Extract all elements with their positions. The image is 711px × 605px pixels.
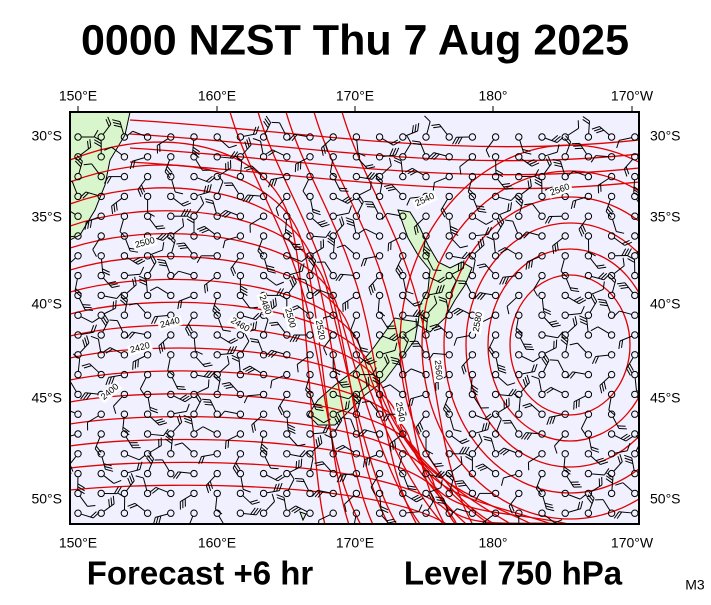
barb-feather (645, 410, 650, 416)
lon-label-bottom: 170°E (336, 535, 374, 551)
barb-feather (66, 267, 68, 275)
barb-feather (205, 404, 213, 405)
barb-feather (59, 237, 62, 244)
level-label: Level 750 hPa (404, 555, 623, 592)
lat-label-right: 40°S (650, 296, 681, 312)
barb-feather (647, 224, 649, 232)
lat-label-right: 45°S (650, 390, 681, 406)
lat-label-right: 50°S (650, 491, 681, 507)
lon-label-bottom: 180° (479, 535, 508, 551)
barb-feather (519, 529, 526, 533)
barb-feather (299, 460, 300, 468)
lon-label-bottom: 170°W (611, 535, 654, 551)
barb-feather (296, 461, 297, 469)
barb-feather (57, 408, 63, 413)
lat-label-right: 35°S (650, 209, 681, 225)
forecast-label: Forecast +6 hr (87, 555, 314, 592)
barb-feather (354, 526, 360, 531)
barb-feather (85, 310, 93, 311)
lon-label-top: 180° (479, 88, 508, 104)
lon-label-top: 170°E (336, 88, 374, 104)
barb-feather (116, 300, 117, 308)
barb-feather (64, 237, 67, 244)
barb-feather (645, 225, 647, 233)
lon-label-bottom: 160°E (198, 535, 236, 551)
barb-feather (62, 237, 65, 244)
barb-feather (651, 411, 656, 417)
lon-label-top: 160°E (198, 88, 236, 104)
barb-feather (202, 399, 210, 400)
barb-feather (296, 481, 304, 482)
barb-feather (109, 320, 117, 321)
lat-label-left: 30°S (31, 128, 62, 144)
barb-feather (62, 410, 68, 415)
barb-feather (188, 528, 193, 534)
barb-feather (177, 386, 185, 387)
contour-label: 2560 (433, 360, 445, 381)
map-title: 0000 NZST Thu 7 Aug 2025 (81, 16, 629, 64)
barb-feather (353, 529, 359, 534)
barb-feather (178, 389, 186, 390)
lon-label-bottom: 150°E (59, 535, 97, 551)
model-code: M3 (685, 577, 705, 593)
barb-feather (138, 359, 139, 367)
lon-label-top: 170°W (611, 88, 654, 104)
barb-feather (271, 468, 279, 469)
barb-feather (203, 402, 211, 403)
lat-label-left: 50°S (31, 491, 62, 507)
barb-feather (133, 362, 134, 370)
barb-feather (208, 379, 209, 387)
barb-feather (295, 478, 303, 479)
barb-feather (113, 301, 114, 309)
barb-feather (82, 305, 90, 306)
lat-label-left: 40°S (31, 296, 62, 312)
barb-feather (641, 236, 644, 243)
barb-feather (228, 440, 229, 448)
barb-feather (301, 459, 302, 467)
contour-label-group: 2560 (432, 358, 445, 383)
barb-feather (84, 307, 92, 308)
lon-label-top: 150°E (59, 88, 97, 104)
barb-feather (648, 410, 653, 416)
lat-label-left: 35°S (31, 209, 62, 225)
barb-feather (60, 438, 62, 446)
barb-feather (135, 361, 136, 369)
lat-label-right: 30°S (650, 128, 681, 144)
barb-feather (519, 526, 526, 530)
lat-label-left: 45°S (31, 390, 62, 406)
barb-feather (60, 409, 66, 414)
barb-feather (225, 441, 226, 449)
